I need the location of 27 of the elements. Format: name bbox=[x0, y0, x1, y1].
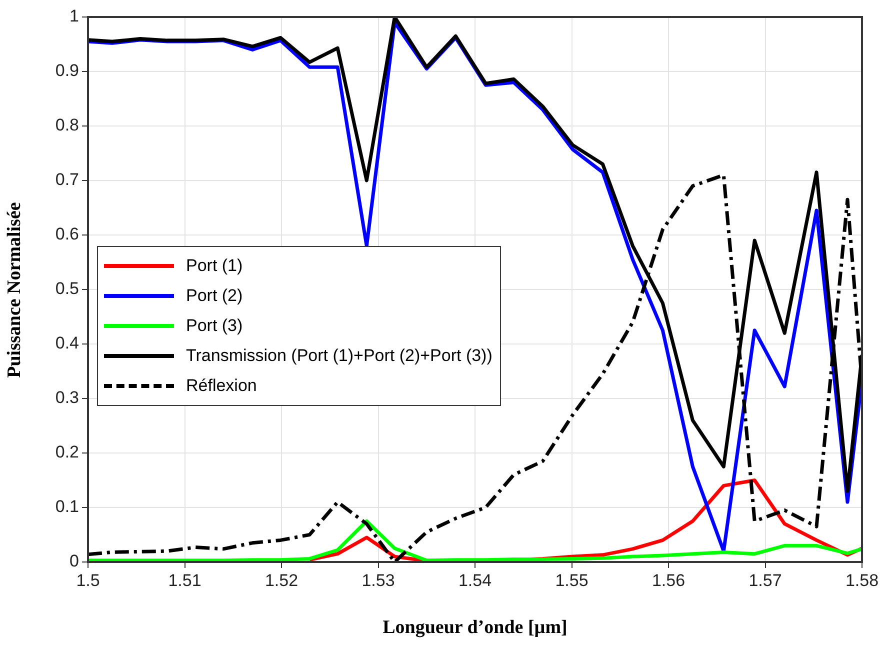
y-tick-label: 0.2 bbox=[55, 442, 79, 462]
y-tick-label: 0.5 bbox=[55, 279, 79, 298]
x-axis-title: Longueur d’onde [µm] bbox=[382, 617, 568, 639]
x-tick-label: 1.56 bbox=[652, 570, 686, 590]
y-tick-label: 0.9 bbox=[55, 61, 79, 80]
y-tick-label: 1 bbox=[70, 6, 79, 26]
x-tick-label: 1.52 bbox=[264, 570, 298, 590]
y-tick-label: 0.1 bbox=[55, 497, 79, 516]
x-tick-label: 1.5 bbox=[76, 570, 100, 590]
y-tick-label: 0.4 bbox=[55, 334, 79, 353]
legend-label: Port (2) bbox=[186, 286, 243, 306]
legend-label: Port (3) bbox=[186, 316, 243, 336]
y-axis-title: Puissance Normalisée bbox=[4, 202, 26, 378]
legend-label: Port (1) bbox=[186, 256, 243, 276]
x-tick-label: 1.51 bbox=[168, 570, 202, 590]
x-tick-label: 1.55 bbox=[555, 570, 588, 590]
x-tick-label: 1.54 bbox=[458, 570, 492, 590]
x-tick-label: 1.53 bbox=[362, 570, 395, 590]
legend-label: Réflexion bbox=[186, 376, 257, 396]
y-tick-label: 0.8 bbox=[55, 116, 79, 135]
y-tick-label: 0.3 bbox=[55, 388, 79, 408]
legend-label: Transmission (Port (1)+Port (2)+Port (3)) bbox=[186, 346, 492, 366]
y-tick-label: 0.7 bbox=[55, 170, 79, 190]
y-tick-label: 0.6 bbox=[55, 224, 79, 244]
x-tick-label: 1.58 bbox=[845, 570, 879, 590]
x-tick-label: 1.57 bbox=[748, 570, 782, 590]
y-tick-label: 0 bbox=[70, 552, 79, 571]
